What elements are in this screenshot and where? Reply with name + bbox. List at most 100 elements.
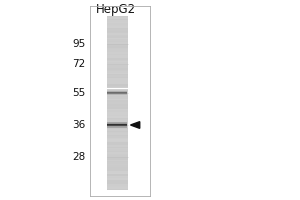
Bar [106, 54, 128, 55]
Bar [106, 122, 128, 123]
Bar [106, 125, 128, 126]
Bar [106, 151, 128, 152]
Text: HepG2: HepG2 [95, 2, 136, 16]
Bar [106, 97, 128, 99]
Bar [106, 107, 128, 109]
Bar [106, 148, 128, 149]
Bar [107, 94, 127, 95]
Bar [106, 119, 128, 120]
Bar [106, 115, 128, 116]
Bar [106, 22, 128, 23]
Bar [106, 99, 128, 100]
Bar [106, 155, 128, 157]
Bar [106, 141, 128, 142]
Bar [106, 170, 128, 171]
Bar [106, 90, 128, 91]
Bar [106, 186, 128, 187]
Bar [106, 58, 128, 60]
Bar [106, 139, 128, 141]
Bar [106, 142, 128, 144]
Bar [106, 174, 128, 176]
Text: 95: 95 [72, 39, 86, 49]
Bar [106, 135, 128, 136]
Bar [106, 167, 128, 168]
Bar [106, 86, 128, 87]
Bar [106, 178, 128, 180]
Bar [107, 91, 127, 92]
Text: 72: 72 [72, 59, 86, 69]
Bar [106, 84, 128, 86]
Bar [106, 49, 128, 51]
Bar [106, 26, 128, 28]
Bar [107, 123, 127, 124]
Bar [106, 81, 128, 83]
Bar [106, 161, 128, 162]
Bar [106, 109, 128, 110]
Bar [106, 112, 128, 113]
Bar [106, 25, 128, 26]
Bar [107, 127, 127, 128]
Bar [106, 100, 128, 102]
Bar [106, 30, 128, 32]
Bar [106, 183, 128, 184]
Bar [106, 46, 128, 48]
Bar [106, 51, 128, 52]
Bar [106, 78, 128, 80]
Bar [106, 33, 128, 35]
Bar [106, 123, 128, 125]
Bar [106, 88, 128, 90]
Bar [106, 94, 128, 96]
Bar [106, 189, 128, 190]
Bar [106, 75, 128, 77]
Bar [106, 38, 128, 39]
Bar [106, 61, 128, 62]
Bar [106, 180, 128, 181]
Bar [106, 117, 128, 119]
Bar [107, 125, 127, 126]
Bar [106, 110, 128, 112]
Bar [106, 93, 128, 94]
Bar [106, 16, 128, 17]
Bar [106, 146, 128, 148]
Bar [106, 17, 128, 19]
Bar [106, 29, 128, 30]
Bar [106, 57, 128, 58]
Bar [106, 131, 128, 132]
Bar [106, 106, 128, 107]
Bar [106, 60, 128, 61]
Text: 28: 28 [72, 152, 86, 162]
Bar [106, 129, 128, 131]
Bar [106, 91, 128, 93]
Bar [106, 165, 128, 167]
Bar [106, 68, 128, 70]
Bar [106, 70, 128, 71]
Text: 55: 55 [72, 88, 86, 98]
Bar [107, 126, 127, 127]
Bar [106, 171, 128, 173]
Bar [107, 92, 127, 93]
Bar [106, 103, 128, 104]
Bar [106, 52, 128, 54]
Polygon shape [130, 122, 140, 128]
Bar [106, 116, 128, 117]
Bar [106, 120, 128, 122]
Bar [106, 20, 128, 22]
Bar [106, 152, 128, 154]
Bar [106, 48, 128, 49]
Bar [106, 136, 128, 138]
Bar [106, 87, 128, 88]
Bar [106, 80, 128, 81]
Bar [106, 55, 128, 57]
Bar [107, 93, 127, 94]
Bar [106, 44, 128, 45]
Bar [106, 144, 128, 145]
Text: 36: 36 [72, 120, 86, 130]
Bar [106, 173, 128, 174]
Bar [106, 74, 128, 75]
Bar [106, 177, 128, 178]
Bar [106, 132, 128, 133]
Bar [106, 67, 128, 68]
Bar [106, 41, 128, 42]
Bar [106, 160, 128, 161]
Bar [106, 19, 128, 20]
